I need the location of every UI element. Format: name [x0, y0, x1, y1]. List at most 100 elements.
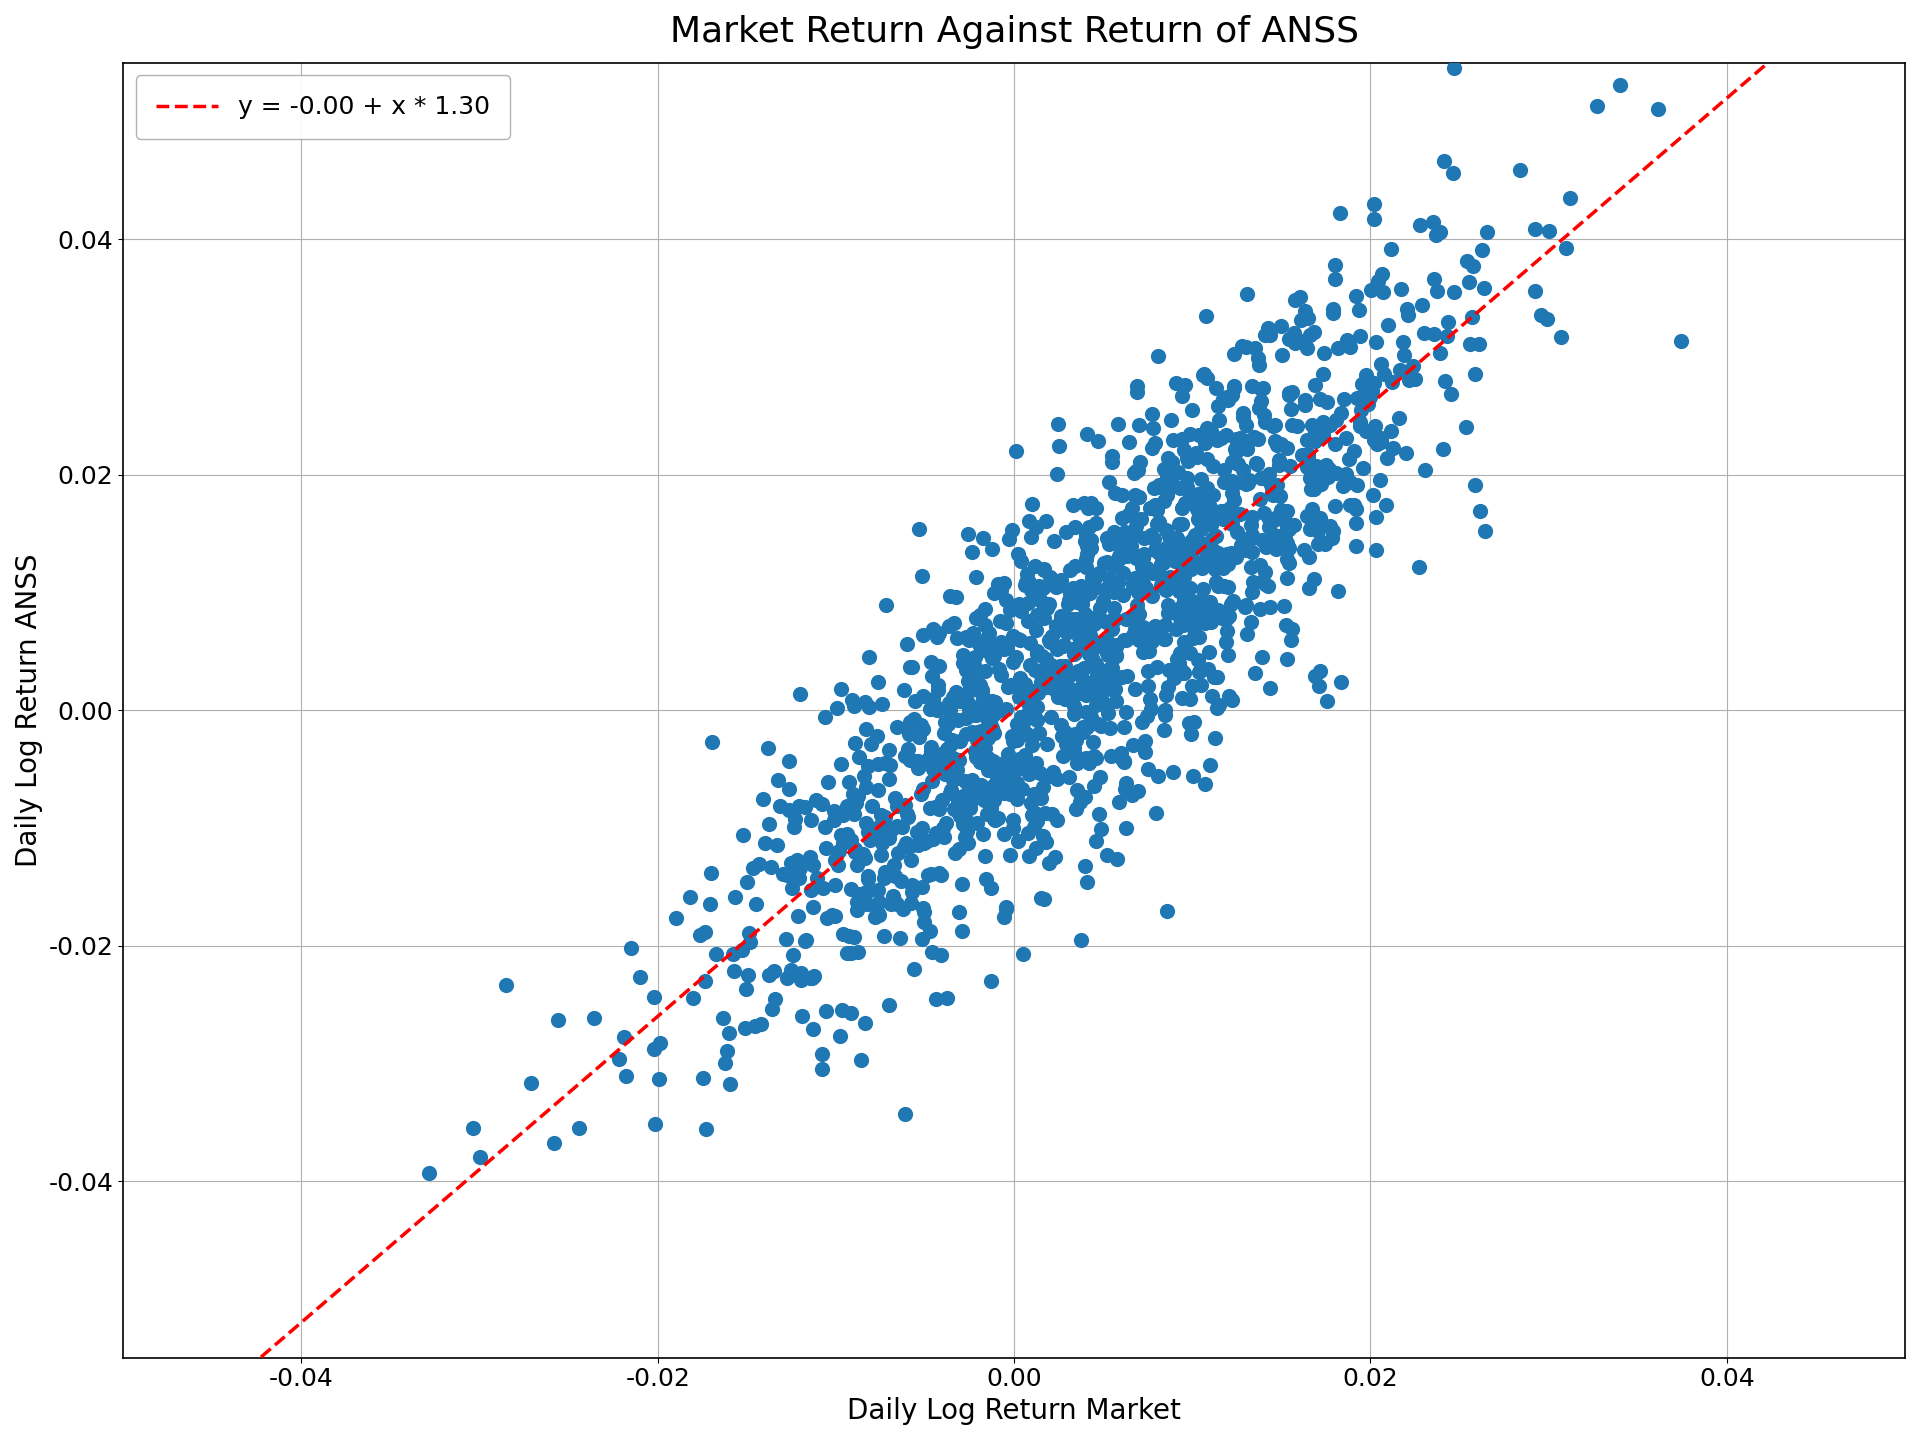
Point: [1158, 760, 1188, 783]
Point: [956, 541, 987, 564]
Point: [954, 694, 985, 717]
Point: [852, 865, 883, 888]
Point: [922, 755, 952, 778]
Point: [1071, 746, 1102, 769]
Point: [747, 788, 778, 811]
Point: [960, 739, 991, 762]
Point: [1023, 762, 1054, 785]
Point: [1085, 678, 1116, 701]
Point: [728, 939, 758, 962]
Point: [1043, 685, 1073, 708]
Point: [828, 831, 858, 854]
Point: [972, 726, 1002, 749]
Point: [835, 1001, 866, 1024]
Point: [1014, 845, 1044, 868]
Point: [1175, 642, 1206, 665]
Point: [1177, 397, 1208, 420]
Point: [972, 802, 1002, 825]
Point: [1064, 625, 1094, 648]
Point: [1108, 507, 1139, 530]
Point: [851, 847, 881, 870]
Point: [960, 645, 991, 668]
Point: [1465, 500, 1496, 523]
Point: [1317, 520, 1348, 543]
Point: [1127, 572, 1158, 595]
Point: [931, 737, 962, 760]
Point: [897, 876, 927, 899]
Point: [899, 749, 929, 772]
Point: [1365, 431, 1396, 454]
Point: [895, 710, 925, 733]
Point: [1419, 323, 1450, 346]
Point: [970, 598, 1000, 621]
Point: [1526, 304, 1557, 327]
Point: [1213, 644, 1244, 667]
Point: [1098, 521, 1129, 544]
Point: [1160, 544, 1190, 567]
Point: [1075, 537, 1106, 560]
Point: [937, 753, 968, 776]
Point: [1319, 433, 1350, 456]
Point: [1043, 575, 1073, 598]
Point: [1321, 461, 1352, 484]
Point: [1290, 389, 1321, 412]
Point: [1294, 323, 1325, 346]
Point: [1073, 626, 1104, 649]
Point: [1137, 562, 1167, 585]
Point: [975, 796, 1006, 819]
Point: [899, 958, 929, 981]
Point: [1179, 550, 1210, 573]
Point: [1204, 575, 1235, 598]
Point: [1025, 886, 1056, 909]
Point: [1319, 253, 1350, 276]
Point: [1027, 776, 1058, 799]
Point: [956, 721, 987, 744]
Point: [1467, 239, 1498, 262]
Point: [1129, 546, 1160, 569]
Point: [1534, 219, 1565, 242]
Point: [1459, 474, 1490, 497]
Point: [1137, 697, 1167, 720]
Point: [1041, 845, 1071, 868]
Point: [1183, 507, 1213, 530]
Point: [609, 1025, 639, 1048]
Point: [1131, 556, 1162, 579]
Point: [1116, 606, 1146, 629]
Point: [950, 658, 981, 681]
Point: [1275, 552, 1306, 575]
Point: [1046, 658, 1077, 681]
Point: [1302, 520, 1332, 543]
Point: [899, 690, 929, 713]
Point: [998, 809, 1029, 832]
Point: [995, 527, 1025, 550]
Point: [1212, 553, 1242, 576]
Point: [1246, 389, 1277, 412]
Point: [989, 822, 1020, 845]
Point: [1315, 413, 1346, 436]
Point: [1100, 677, 1131, 700]
Point: [1204, 409, 1235, 432]
Point: [977, 704, 1008, 727]
Point: [695, 891, 726, 914]
Point: [1106, 544, 1137, 567]
Point: [1294, 467, 1325, 490]
Title: Market Return Against Return of ANSS: Market Return Against Return of ANSS: [670, 14, 1359, 49]
Point: [849, 765, 879, 788]
Point: [889, 835, 920, 858]
Point: [968, 527, 998, 550]
Point: [1058, 703, 1089, 726]
Point: [1438, 281, 1469, 304]
Point: [1029, 559, 1060, 582]
Point: [803, 865, 833, 888]
Point: [1292, 428, 1323, 451]
Point: [1342, 474, 1373, 497]
Point: [1392, 304, 1423, 327]
Point: [1242, 452, 1273, 475]
Point: [985, 757, 1016, 780]
Point: [1188, 497, 1219, 520]
Point: [1388, 344, 1419, 367]
Point: [1275, 397, 1306, 420]
Point: [1158, 429, 1188, 452]
Point: [1050, 687, 1081, 710]
Point: [828, 923, 858, 946]
